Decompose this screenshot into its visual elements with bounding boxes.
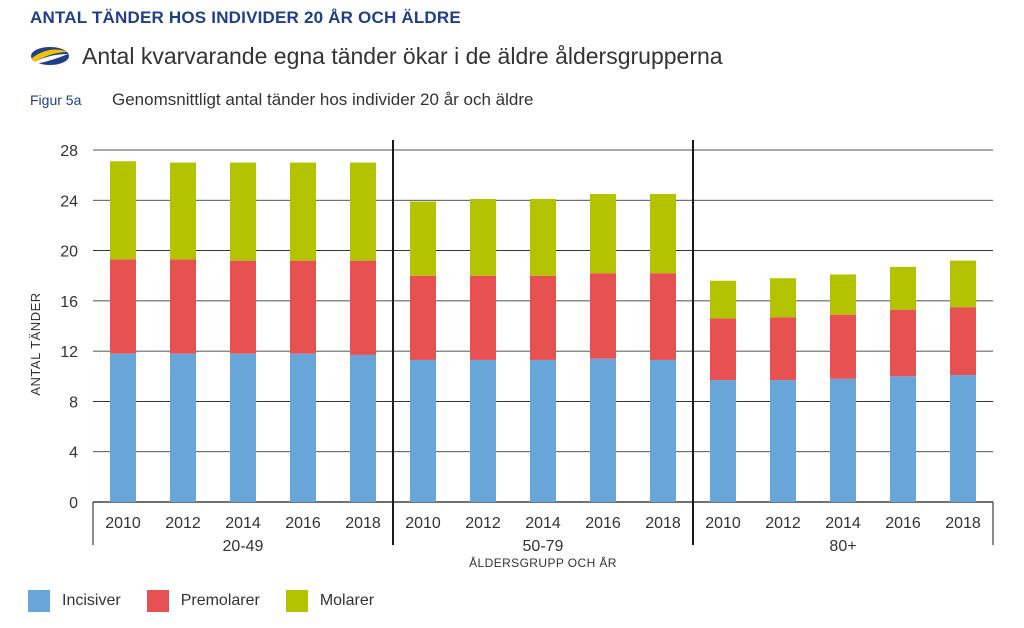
bar-incisiver <box>710 380 736 502</box>
legend-label-incisiver: Incisiver <box>62 592 121 609</box>
x-tick-label: 2018 <box>945 515 981 532</box>
bar-molarer <box>890 266 916 310</box>
bar-incisiver <box>410 359 436 502</box>
y-tick-label: 16 <box>60 294 78 311</box>
x-tick-label: 2012 <box>765 515 801 532</box>
x-tick-label: 2016 <box>885 515 921 532</box>
y-axis-label: ANTAL TÄNDER <box>28 292 43 395</box>
y-tick-label: 20 <box>60 244 78 261</box>
bar-molarer <box>470 199 496 276</box>
bar-incisiver <box>830 378 856 502</box>
bar-molarer <box>830 274 856 315</box>
bar-premolarer <box>110 259 136 354</box>
brand-logo-icon <box>31 47 69 65</box>
bar-premolarer <box>470 275 496 360</box>
bar-molarer <box>650 194 676 274</box>
figure-caption: Genomsnittligt antal tänder hos individe… <box>112 90 534 109</box>
x-tick-label: 2014 <box>525 515 561 532</box>
x-tick-label: 2010 <box>105 515 141 532</box>
bar-premolarer <box>650 273 676 360</box>
bar-incisiver <box>290 353 316 502</box>
bar-incisiver <box>950 375 976 502</box>
bar-incisiver <box>230 353 256 502</box>
bar-premolarer <box>170 259 196 354</box>
bar-molarer <box>950 260 976 308</box>
group-label: 80+ <box>829 538 856 555</box>
bar-incisiver <box>530 359 556 502</box>
legend-label-premolarer: Premolarer <box>180 592 260 609</box>
bar-incisiver <box>770 380 796 502</box>
x-tick-label: 2018 <box>345 515 381 532</box>
bar-molarer <box>290 162 316 261</box>
bar-incisiver <box>590 358 616 502</box>
legend-swatch-molarer <box>285 590 308 612</box>
bar-molarer <box>170 162 196 260</box>
bar-premolarer <box>770 317 796 381</box>
y-tick-label: 4 <box>69 445 78 462</box>
bar-premolarer <box>230 260 256 354</box>
bar-incisiver <box>110 353 136 502</box>
bar-premolarer <box>590 273 616 359</box>
subtitle-row: Antal kvarvarande egna tänder ökar i de … <box>28 40 723 72</box>
x-tick-label: 2010 <box>405 515 441 532</box>
figure-caption-row: Figur 5a Genomsnittligt antal tänder hos… <box>30 90 533 110</box>
bar-premolarer <box>410 275 436 360</box>
bar-premolarer <box>530 275 556 360</box>
x-tick-label: 2012 <box>465 515 501 532</box>
x-axis-label: ÅLDERSGRUPP OCH ÅR <box>469 555 617 570</box>
x-tick-label: 2014 <box>825 515 861 532</box>
bar-molarer <box>770 278 796 318</box>
y-tick-label: 28 <box>60 143 78 160</box>
x-tick-label: 2016 <box>585 515 621 532</box>
bar-molarer <box>230 162 256 261</box>
legend-item-incisiver: Incisiver <box>28 590 121 612</box>
bar-incisiver <box>890 376 916 502</box>
legend-label-molarer: Molarer <box>319 592 375 609</box>
legend-swatch-premolarer <box>146 590 169 612</box>
bar-molarer <box>410 201 436 276</box>
y-tick-label: 24 <box>60 193 78 210</box>
chart-subtitle: Antal kvarvarande egna tänder ökar i de … <box>82 42 723 69</box>
bar-incisiver <box>170 353 196 502</box>
bar-premolarer <box>350 260 376 355</box>
x-tick-label: 2016 <box>285 515 321 532</box>
bar-premolarer <box>710 318 736 381</box>
bar-molarer <box>530 199 556 276</box>
bar-molarer <box>350 162 376 261</box>
bar-incisiver <box>470 359 496 502</box>
legend-swatch-incisiver <box>28 590 50 612</box>
x-tick-label: 2010 <box>705 515 741 532</box>
group-label: 20-49 <box>223 538 264 555</box>
legend: Incisiver Premolarer Molarer <box>28 590 400 612</box>
y-tick-label: 0 <box>69 495 78 512</box>
x-tick-label: 2014 <box>225 515 261 532</box>
bar-molarer <box>590 194 616 274</box>
bar-premolarer <box>830 314 856 379</box>
bar-molarer <box>710 280 736 319</box>
bar-molarer <box>110 161 136 260</box>
figure-label: Figur 5a <box>30 92 82 108</box>
page-title: ANTAL TÄNDER HOS INDIVIDER 20 ÅR OCH ÄLD… <box>30 8 461 27</box>
bar-premolarer <box>950 307 976 376</box>
bar-incisiver <box>650 359 676 502</box>
group-label: 50-79 <box>523 538 564 555</box>
legend-item-premolarer: Premolarer <box>146 590 260 612</box>
legend-item-molarer: Molarer <box>285 590 375 612</box>
y-tick-label: 8 <box>69 394 78 411</box>
bar-incisiver <box>350 354 376 502</box>
x-tick-label: 2012 <box>165 515 201 532</box>
bar-premolarer <box>290 260 316 354</box>
y-tick-label: 12 <box>60 344 78 361</box>
bar-premolarer <box>890 309 916 377</box>
x-tick-label: 2018 <box>645 515 681 532</box>
